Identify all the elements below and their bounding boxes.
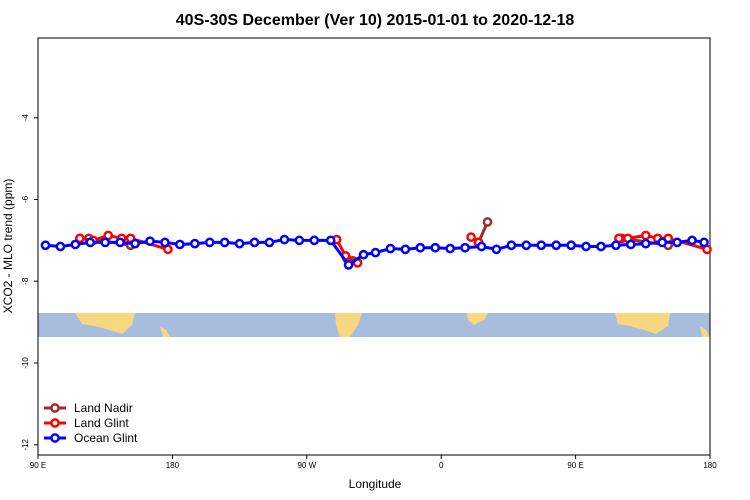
data-point (130, 238, 140, 249)
data-point (445, 243, 456, 254)
data-point (219, 237, 230, 248)
data-point (234, 238, 245, 249)
data-point (145, 236, 155, 247)
data-point (611, 240, 621, 251)
data-point (400, 244, 411, 255)
data-point (476, 241, 487, 252)
x-tick-label: 90 E (30, 461, 46, 470)
data-point (672, 237, 682, 248)
y-tick-label: -10 (21, 357, 30, 369)
data-point (506, 240, 517, 251)
data-point (294, 235, 305, 246)
legend-label: Land Nadir (74, 401, 133, 415)
data-point (460, 242, 470, 253)
data-point (370, 247, 381, 258)
data-point (581, 241, 591, 252)
y-tick-label: -12 (21, 438, 30, 450)
x-tick-label: 90 E (567, 461, 583, 470)
data-point (74, 233, 85, 244)
data-point (699, 237, 709, 248)
x-axis-label: Longitude (349, 477, 402, 491)
data-point (279, 234, 290, 245)
data-point (85, 237, 96, 248)
data-point (626, 239, 636, 250)
data-point (640, 230, 651, 241)
chart-title: 40S-30S December (Ver 10) 2015-01-01 to … (176, 12, 575, 29)
x-tick-label: 180 (703, 461, 717, 470)
data-point (358, 249, 369, 260)
data-point (687, 235, 697, 246)
data-point (70, 239, 81, 250)
data-point (657, 237, 668, 248)
data-point (264, 237, 275, 248)
data-point (249, 237, 260, 248)
data-point (325, 235, 336, 246)
data-point (430, 242, 441, 253)
data-point (566, 240, 576, 251)
y-axis-label: XCO2 - MLO trend (ppm) (1, 179, 15, 314)
x-tick-label: 90 W (297, 461, 316, 470)
data-point (55, 241, 66, 252)
y-tick-label: -4 (21, 114, 30, 122)
ocean-strip (38, 313, 710, 337)
legend-marker (50, 403, 60, 413)
data-point (160, 237, 170, 248)
data-point (40, 240, 51, 251)
land-nz (160, 326, 170, 337)
legend-label: Ocean Glint (74, 431, 138, 445)
x-tick-label: 180 (166, 461, 180, 470)
data-point (309, 235, 320, 246)
data-point (189, 238, 200, 249)
land-south-america (335, 313, 362, 337)
legend-label: Land Glint (74, 416, 129, 430)
data-point (415, 242, 426, 253)
data-point (100, 237, 111, 248)
legend-marker (50, 418, 60, 428)
data-point (385, 243, 396, 254)
data-point (482, 217, 493, 227)
data-point (204, 237, 215, 248)
data-point (521, 240, 532, 251)
data-point (536, 240, 547, 251)
data-point (640, 238, 651, 249)
data-point (343, 260, 354, 270)
data-point (115, 237, 125, 248)
y-tick-label: -6 (21, 195, 30, 203)
land-africa (467, 313, 488, 325)
y-tick-label: -8 (21, 277, 30, 285)
data-point (175, 239, 185, 250)
data-point (596, 241, 606, 252)
data-point (491, 244, 502, 255)
land-nz-2 (700, 326, 710, 337)
x-tick-label: 0 (439, 461, 444, 470)
land-australia-2 (615, 313, 670, 334)
land-australia (75, 313, 135, 334)
legend-marker (50, 433, 60, 443)
map-strip (38, 313, 710, 337)
data-point (551, 240, 562, 251)
data-point (466, 232, 476, 242)
